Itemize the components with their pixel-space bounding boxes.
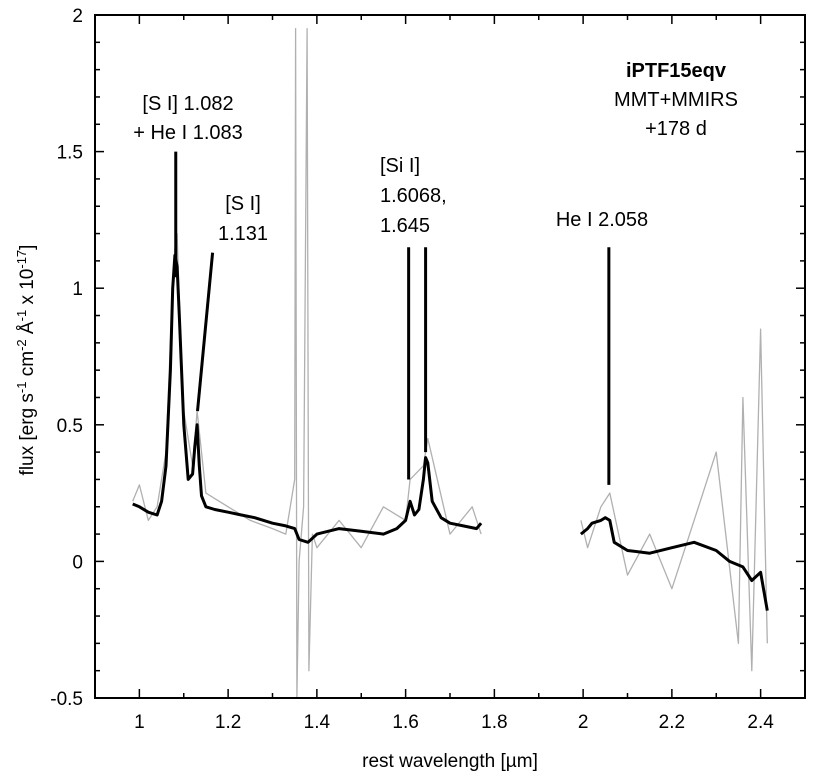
x-tick-label: 2 bbox=[578, 712, 589, 733]
axis-ticks bbox=[94, 14, 806, 699]
chart-title: iPTF15eqv bbox=[626, 60, 727, 82]
raw-spectrum-line bbox=[580, 328, 768, 672]
annotation-lines bbox=[174, 151, 611, 485]
y-axis-title-mid3: x 10 bbox=[17, 269, 38, 310]
smoothed-spectrum-line bbox=[132, 253, 483, 544]
x-axis-title: rest wavelength [µm] bbox=[362, 751, 538, 772]
y-axis-title-exp4: -17 bbox=[14, 250, 29, 269]
annotation-s1-he1-line2: + He I 1.083 bbox=[133, 122, 243, 144]
y-tick-label: 1.5 bbox=[57, 143, 83, 164]
annotation-si1-line2: 1.6068, bbox=[380, 185, 447, 207]
y-axis-title-suffix: ] bbox=[17, 245, 38, 250]
y-tick-label: -0.5 bbox=[50, 689, 83, 710]
x-tick-label: 1 bbox=[134, 712, 145, 733]
annotation-si1-line3: 1.645 bbox=[380, 215, 430, 237]
annotation-he1-2058: He I 2.058 bbox=[556, 209, 648, 231]
annotation-s1-1131-line1: [S I] bbox=[225, 193, 261, 215]
annotation-s1-1131-line2: 1.131 bbox=[218, 223, 268, 245]
y-axis-title-exp3: -1 bbox=[14, 310, 29, 322]
y-tick-label: 0.5 bbox=[57, 416, 83, 437]
x-tick-label: 1.4 bbox=[304, 712, 331, 733]
x-tick-labels: 1 1.2 1.4 1.6 1.8 2 2.2 2.4 bbox=[134, 712, 774, 733]
y-axis-title-mid1: cm bbox=[17, 351, 38, 382]
smoothed-spectrum-layer bbox=[132, 253, 769, 611]
y-tick-label: 1 bbox=[72, 279, 83, 300]
x-tick-label: 2.4 bbox=[747, 712, 774, 733]
chart-subtitle-epoch: +178 d bbox=[645, 118, 707, 140]
annotation-si1-line1: [Si I] bbox=[380, 155, 420, 177]
y-axis-title-mid2: Å bbox=[17, 321, 38, 339]
annotation-marker-s1-1131 bbox=[196, 252, 215, 412]
smoothed-spectrum-line bbox=[579, 516, 769, 611]
chart-subtitle-instrument: MMT+MMIRS bbox=[614, 89, 738, 111]
y-tick-label: 2 bbox=[72, 6, 83, 27]
annotation-s1-he1-line1: [S I] 1.082 bbox=[142, 93, 233, 115]
y-tick-labels: -0.5 0 0.5 1 1.5 2 bbox=[50, 6, 83, 710]
y-axis-title-exp2: -2 bbox=[14, 339, 29, 351]
x-tick-label: 1.8 bbox=[481, 712, 507, 733]
y-axis-title-exp1: -1 bbox=[14, 382, 29, 394]
x-tick-label: 1.6 bbox=[392, 712, 418, 733]
y-tick-label: 0 bbox=[72, 552, 83, 573]
y-axis-title-prefix: flux [erg s bbox=[17, 393, 38, 475]
x-tick-label: 2.2 bbox=[659, 712, 685, 733]
x-tick-label: 1.2 bbox=[215, 712, 241, 733]
y-axis-title: flux [erg s-1 cm-2 Å-1 x 10-17] bbox=[14, 245, 38, 476]
